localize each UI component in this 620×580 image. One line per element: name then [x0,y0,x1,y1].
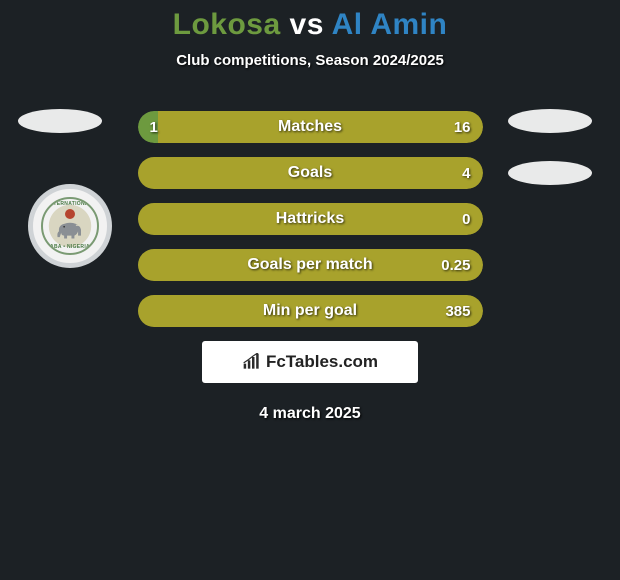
stat-right-value: 16 [454,111,471,143]
stat-row: 1Matches16 [138,111,483,143]
stat-right-value: 0.25 [441,249,470,281]
badge-top-text: INTERNATIONAL [48,201,92,207]
stat-right-value: 0 [462,203,470,235]
stat-right-value: 4 [462,157,470,189]
stat-label: Goals per match [138,249,483,281]
source-logo[interactable]: FcTables.com [202,341,418,383]
player2-name: Al Amin [332,8,448,41]
elephant-icon [55,218,85,240]
stat-label: Min per goal [138,295,483,327]
stat-label: Goals [138,157,483,189]
date-text: 4 march 2025 [0,405,620,423]
stat-row: Goals per match0.25 [138,249,483,281]
bars-icon [242,353,262,371]
page-title: Lokosa vs Al Amin [0,0,620,42]
stat-row: Min per goal385 [138,295,483,327]
stat-label: Matches [138,111,483,143]
stat-label: Hattricks [138,203,483,235]
source-logo-text: FcTables.com [266,352,378,372]
badge-bottom-text: ABA • NIGERIA [50,244,90,250]
widget-root: Lokosa vs Al Amin Club competitions, Sea… [0,0,620,580]
stat-right-value: 385 [445,295,470,327]
stat-row: Goals4 [138,157,483,189]
avatar-placeholder-right-1 [508,109,592,133]
vs-text: vs [290,8,324,41]
player1-name: Lokosa [173,8,281,41]
avatar-placeholder-right-2 [508,161,592,185]
stat-bars: 1Matches16 Goals4 Hattricks0 Goals per matc… [138,111,483,327]
content-area: INTERNATIONAL ABA • NIGERIA 1Matches16 Go… [0,111,620,423]
subtitle: Club competitions, Season 2024/2025 [0,52,620,69]
club-badge: INTERNATIONAL ABA • NIGERIA [28,184,112,268]
stat-row: Hattricks0 [138,203,483,235]
avatar-placeholder-left [18,109,102,133]
club-badge-inner: INTERNATIONAL ABA • NIGERIA [41,197,99,255]
badge-dot [65,209,75,219]
